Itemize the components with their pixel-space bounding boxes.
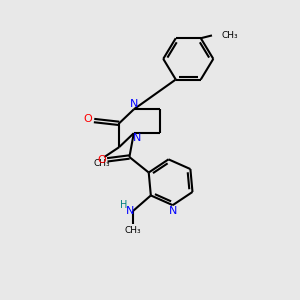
Text: N: N (126, 206, 134, 216)
Text: O: O (84, 114, 92, 124)
Text: CH₃: CH₃ (93, 159, 110, 168)
Text: N: N (130, 99, 138, 109)
Text: CH₃: CH₃ (125, 226, 142, 235)
Text: O: O (97, 155, 106, 165)
Text: H: H (120, 200, 127, 210)
Text: CH₃: CH₃ (221, 31, 238, 40)
Text: N: N (169, 206, 177, 216)
Text: N: N (133, 133, 142, 143)
